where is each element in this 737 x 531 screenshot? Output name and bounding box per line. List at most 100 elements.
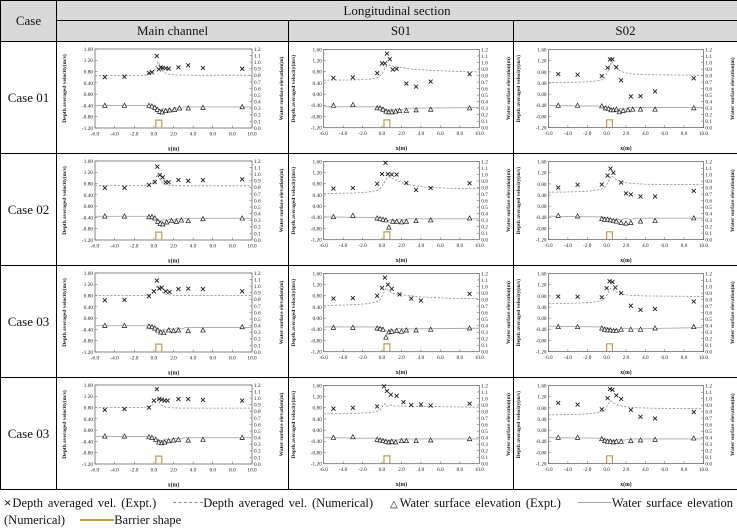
svg-text:1.1: 1.1 <box>254 165 261 171</box>
svg-text:0.4: 0.4 <box>254 99 261 105</box>
svg-text:0.80: 0.80 <box>313 181 323 187</box>
svg-text:x(m): x(m) <box>167 257 179 264</box>
svg-text:Water surface elevation(m): Water surface elevation(m) <box>505 168 512 231</box>
svg-text:1.20: 1.20 <box>83 282 93 288</box>
svg-text:0.3: 0.3 <box>481 330 488 336</box>
legend-label: Water surface elevation (Expt.) <box>400 496 561 510</box>
svg-text:0.1: 0.1 <box>481 119 488 125</box>
svg-text:0.7: 0.7 <box>705 416 712 422</box>
svg-text:-0.40: -0.40 <box>311 215 322 221</box>
svg-text:0.8: 0.8 <box>705 185 712 191</box>
svg-text:0.7: 0.7 <box>705 192 712 198</box>
svg-text:6.0: 6.0 <box>661 355 668 361</box>
svg-text:0.7: 0.7 <box>254 79 261 85</box>
svg-text:Depth averaged velocity(m/s): Depth averaged velocity(m/s) <box>515 54 522 121</box>
barrier-line-icon <box>80 519 114 521</box>
svg-text:2.0: 2.0 <box>623 355 630 361</box>
svg-text:x(m): x(m) <box>620 144 632 151</box>
svg-text:0.80: 0.80 <box>313 405 323 411</box>
svg-text:Water surface elevation(m): Water surface elevation(m) <box>729 57 736 120</box>
svg-text:1.20: 1.20 <box>313 170 323 176</box>
svg-text:1.20: 1.20 <box>313 58 323 64</box>
svg-text:-4.0: -4.0 <box>110 355 119 361</box>
svg-text:0.4: 0.4 <box>705 211 712 217</box>
svg-text:0.40: 0.40 <box>537 192 547 198</box>
svg-text:1.1: 1.1 <box>254 277 261 283</box>
svg-text:0.6: 0.6 <box>705 422 712 428</box>
svg-text:1.60: 1.60 <box>537 47 547 53</box>
svg-text:0.9: 0.9 <box>705 179 712 185</box>
svg-text:0.1: 0.1 <box>705 342 712 348</box>
column-header-main-channel: Main channel <box>57 21 289 42</box>
solid-line-icon <box>578 502 612 503</box>
svg-text:1.20: 1.20 <box>537 394 547 400</box>
svg-text:1.1: 1.1 <box>254 53 261 59</box>
svg-text:0.7: 0.7 <box>481 303 488 309</box>
svg-text:10.0: 10.0 <box>699 243 709 249</box>
svg-text:0.5: 0.5 <box>705 204 712 210</box>
svg-text:10.0: 10.0 <box>475 131 485 137</box>
svg-text:1.2: 1.2 <box>481 159 488 165</box>
svg-text:-0.40: -0.40 <box>536 327 547 333</box>
svg-text:2.0: 2.0 <box>623 243 630 249</box>
column-header-s02: S02 <box>514 21 737 42</box>
svg-text:1.60: 1.60 <box>83 270 93 276</box>
svg-text:-4.0: -4.0 <box>564 467 573 473</box>
svg-text:Depth averaged velocity(m/s): Depth averaged velocity(m/s) <box>515 390 522 457</box>
svg-text:0.4: 0.4 <box>254 323 261 329</box>
svg-text:0.6: 0.6 <box>481 310 488 316</box>
svg-text:0.0: 0.0 <box>150 131 157 137</box>
svg-text:0.2: 0.2 <box>705 224 712 230</box>
svg-text:0.0: 0.0 <box>150 355 157 361</box>
svg-text:Depth averaged velocity(m/s): Depth averaged velocity(m/s) <box>290 278 297 346</box>
svg-text:Water surface elevation(m): Water surface elevation(m) <box>729 169 736 232</box>
svg-text:0.40: 0.40 <box>313 416 323 422</box>
svg-text:0.6: 0.6 <box>254 198 261 204</box>
svg-text:0.40: 0.40 <box>537 416 547 422</box>
svg-text:0.1: 0.1 <box>705 230 712 236</box>
svg-text:1.60: 1.60 <box>313 271 323 277</box>
svg-text:-6.0: -6.0 <box>320 467 329 473</box>
svg-text:0.3: 0.3 <box>254 330 261 336</box>
svg-text:-6.0: -6.0 <box>544 243 553 249</box>
svg-text:0.0: 0.0 <box>150 467 157 473</box>
svg-text:0.7: 0.7 <box>481 191 488 197</box>
svg-text:4.0: 4.0 <box>642 243 649 249</box>
svg-text:-4.0: -4.0 <box>110 131 119 137</box>
svg-text:1.0: 1.0 <box>254 284 261 290</box>
svg-text:0.5: 0.5 <box>481 428 488 434</box>
svg-text:1.2: 1.2 <box>705 159 712 165</box>
svg-text:1.20: 1.20 <box>313 394 323 400</box>
svg-text:0.8: 0.8 <box>481 185 488 191</box>
svg-text:0.1: 0.1 <box>254 119 261 125</box>
svg-text:0.40: 0.40 <box>83 80 93 86</box>
svg-text:0.5: 0.5 <box>705 316 712 322</box>
svg-text:0.6: 0.6 <box>254 422 261 428</box>
svg-text:-0.40: -0.40 <box>536 103 547 109</box>
svg-text:0.00: 0.00 <box>537 92 547 98</box>
svg-text:-0.40: -0.40 <box>311 327 322 333</box>
svg-text:0.40: 0.40 <box>83 192 93 198</box>
x-marker-icon: × <box>4 494 11 512</box>
svg-text:2.0: 2.0 <box>398 467 405 473</box>
svg-text:Water surface elevation(m): Water surface elevation(m) <box>505 280 512 343</box>
svg-text:0.8: 0.8 <box>481 297 488 303</box>
svg-text:0.40: 0.40 <box>537 80 547 86</box>
svg-text:-0.40: -0.40 <box>311 103 322 109</box>
svg-text:-6.0: -6.0 <box>320 243 329 249</box>
svg-text:Depth averaged velocity(m/s): Depth averaged velocity(m/s) <box>290 390 297 458</box>
svg-text:0.80: 0.80 <box>537 405 547 411</box>
svg-text:-4.0: -4.0 <box>110 243 119 249</box>
svg-text:1.60: 1.60 <box>313 383 323 389</box>
svg-text:-4.0: -4.0 <box>339 467 348 473</box>
svg-text:1.60: 1.60 <box>537 383 547 389</box>
row-label-case-03b: Case 03 <box>1 378 57 490</box>
svg-text:8.0: 8.0 <box>457 467 464 473</box>
svg-text:0.8: 0.8 <box>254 297 261 303</box>
svg-text:10.0: 10.0 <box>699 467 709 473</box>
svg-text:x(m): x(m) <box>620 256 632 263</box>
svg-text:x(m): x(m) <box>396 145 408 152</box>
svg-text:x(m): x(m) <box>396 369 408 376</box>
